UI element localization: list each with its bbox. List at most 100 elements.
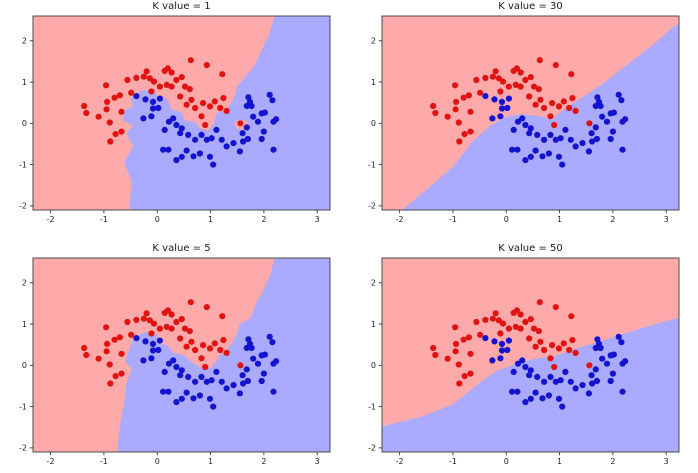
data-point-red [95,113,102,120]
data-point-red [512,81,519,88]
data-point-blue [254,118,262,125]
data-point-blue [555,395,563,402]
data-point-blue [491,96,498,103]
data-point-red [465,92,472,99]
data-point-blue [254,360,262,367]
data-point-blue [579,382,586,389]
data-point-red [111,336,118,343]
data-point-blue [133,93,140,100]
data-point-red [512,323,519,330]
y-tick-label: 0 [371,361,376,370]
data-point-blue [514,388,521,395]
data-point-blue [261,351,268,358]
data-point-blue [270,388,277,395]
data-point-blue [243,366,250,373]
data-point-red [173,76,180,84]
data-point-blue [198,373,205,380]
data-point-blue [588,130,595,137]
data-point-blue [206,153,214,160]
data-point-blue [203,378,210,385]
y-tick-label: 0 [22,361,27,370]
data-point-red [163,323,170,330]
data-point-blue [250,113,257,120]
data-point-blue [273,358,280,365]
data-point-red [168,325,175,332]
data-point-red [432,109,439,117]
data-point-blue [156,337,163,344]
data-point-blue [196,392,203,399]
data-point-blue [609,128,616,135]
data-point-blue [597,344,604,352]
data-point-red [148,330,155,337]
data-point-blue [266,91,273,98]
data-point-red [206,103,214,110]
data-point-blue [218,378,225,385]
data-point-red [164,65,171,72]
data-point-red [186,86,193,93]
data-point-red [465,334,472,341]
data-point-red [183,101,190,108]
data-point-blue [260,370,267,377]
data-point-blue [534,373,541,380]
data-point-blue [559,403,566,410]
y-tick-label: 0 [371,119,376,128]
plot-canvas: -2 -1 0 1 2 3 -2 -1 0 1 2 [19,257,331,466]
data-point-blue [213,126,220,133]
data-point-blue [149,340,157,347]
x-tick-label: -2 [47,457,55,466]
data-point-red [168,311,175,318]
data-point-red [187,57,194,64]
data-point-red [456,138,463,145]
data-point-blue [260,128,267,135]
y-tick-label: -1 [19,402,27,411]
data-point-red [489,73,496,80]
data-point-blue [165,388,172,395]
data-point-red [444,113,451,120]
data-point-red [455,119,462,126]
data-point-blue [522,363,529,371]
data-point-red [537,96,544,103]
axes-spine [381,15,680,211]
data-point-blue [491,338,498,345]
data-point-blue [156,95,163,102]
data-point-blue [239,372,246,379]
data-point-blue [239,130,246,137]
data-point-red [200,342,207,349]
x-tick-label: 2 [610,215,615,224]
data-point-red [461,373,468,380]
x-tick-label: -2 [47,215,55,224]
data-point-blue [622,116,629,123]
data-point-red [467,350,474,357]
data-point-blue [562,126,569,133]
x-tick-label: 3 [315,457,320,466]
data-point-blue [622,358,629,365]
data-point-blue [178,367,185,374]
data-point-red [223,107,230,114]
data-point-red [181,83,189,90]
data-point-red [517,83,524,90]
data-point-red [148,88,155,95]
data-point-blue [266,333,273,340]
data-point-red [530,325,538,332]
data-point-red [188,96,195,103]
data-point-blue [185,131,192,138]
data-point-blue [261,109,268,116]
data-point-red [505,325,512,332]
data-point-blue [196,150,203,157]
data-point-blue [527,125,534,132]
data-point-red [555,345,563,352]
data-point-blue [498,105,506,112]
data-point-blue [244,377,251,385]
data-point-blue [504,104,511,112]
data-point-red [237,120,244,127]
data-point-red [549,342,556,349]
data-point-blue [149,347,157,354]
y-tick-label: -1 [19,160,27,169]
data-point-red [551,121,558,129]
data-point-red [537,338,544,345]
data-point-blue [161,126,168,133]
data-point-blue [519,115,526,122]
data-point-red [455,361,462,368]
data-point-red [541,104,548,112]
data-point-red [200,100,207,107]
